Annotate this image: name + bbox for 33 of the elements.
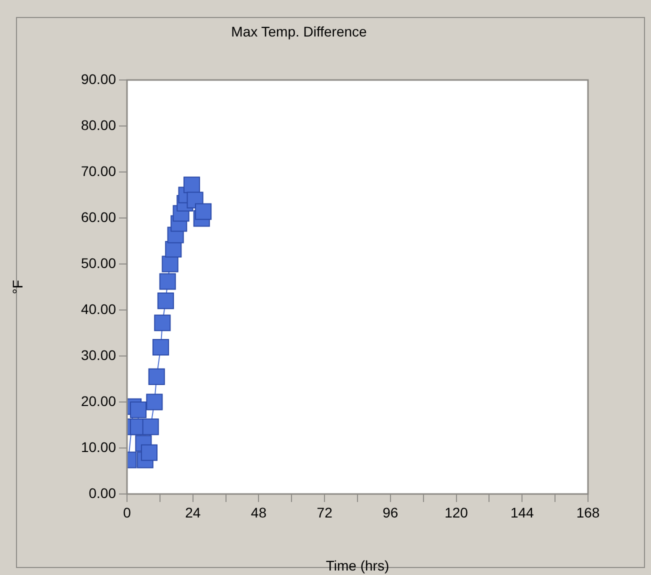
chart-title: Max Temp. Difference — [231, 23, 368, 40]
point — [152, 338, 170, 356]
point — [142, 418, 159, 436]
x-tick-label: 144 — [510, 504, 534, 520]
point — [159, 273, 176, 290]
y-tick-label: 50.00 — [80, 254, 116, 271]
y-tick-label: 10.00 — [80, 438, 116, 455]
y-axis-title: °F — [9, 280, 26, 294]
point — [146, 394, 163, 410]
y-tick-label: 90.00 — [80, 70, 116, 87]
y-tick-label: 40.00 — [80, 300, 116, 317]
point — [130, 402, 147, 418]
x-tick-label: 24 — [185, 504, 201, 520]
point — [195, 203, 212, 220]
point — [183, 176, 200, 194]
y-tick-label: 80.00 — [80, 116, 116, 133]
x-tick-label: 72 — [316, 504, 333, 520]
point — [154, 314, 171, 332]
x-tick-label: 0 — [123, 504, 132, 520]
point — [157, 292, 174, 310]
point — [140, 444, 158, 461]
x-tick-label: 168 — [576, 504, 600, 520]
x-tick-label: 120 — [444, 504, 468, 520]
x-axis-title: Time (hrs) — [326, 557, 390, 574]
y-tick-label: 20.00 — [80, 392, 116, 409]
x-tick-label: 48 — [250, 504, 267, 520]
y-tick-label: 60.00 — [80, 208, 116, 225]
y-tick-label: 70.00 — [80, 162, 116, 179]
point — [162, 256, 178, 272]
y-tick-label: 30.00 — [80, 346, 116, 363]
y-tick-label: 0.00 — [88, 484, 116, 501]
x-tick-label: 96 — [382, 504, 398, 520]
point — [148, 368, 165, 385]
